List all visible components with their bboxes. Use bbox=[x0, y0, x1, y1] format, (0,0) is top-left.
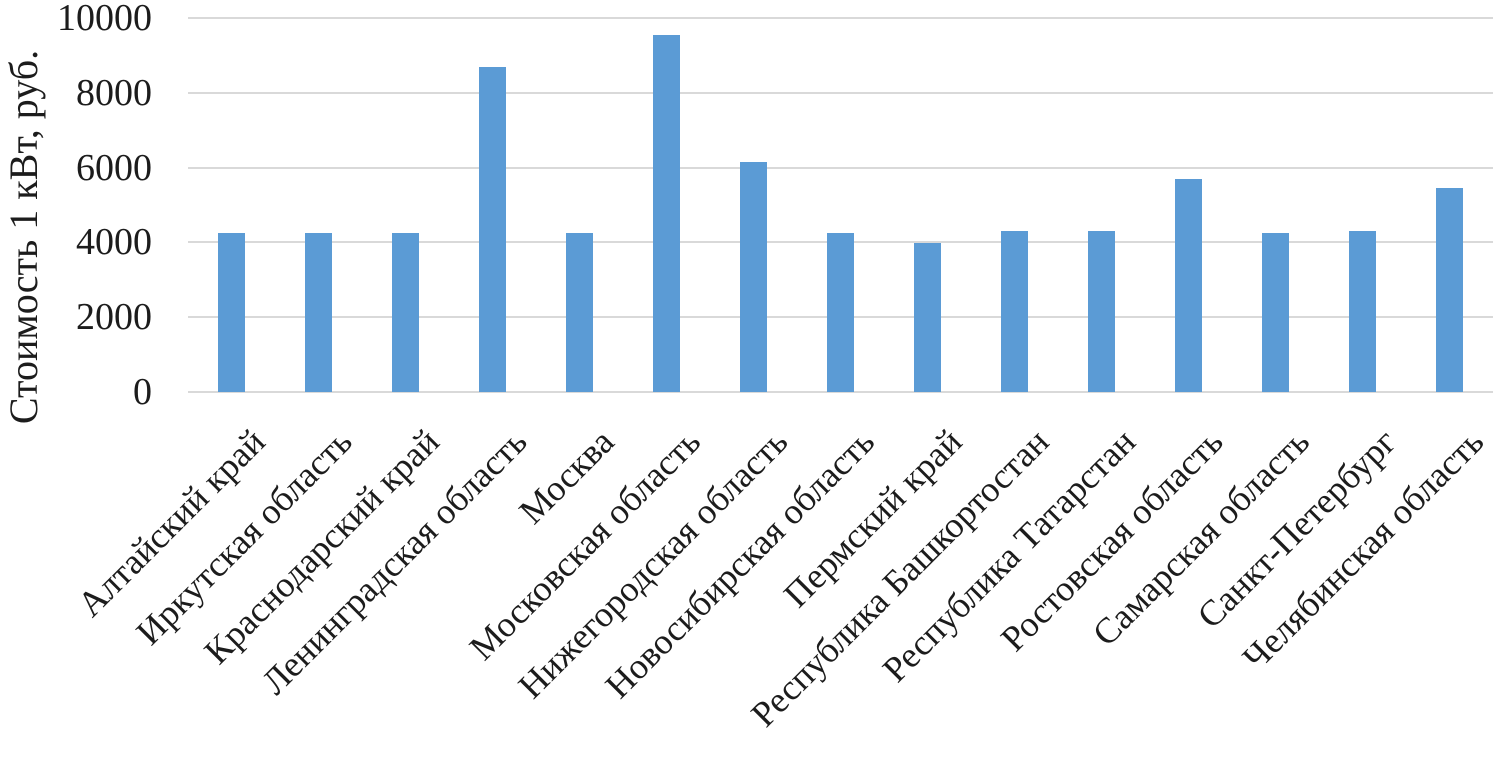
bar-4 bbox=[479, 66, 506, 392]
gridline bbox=[188, 166, 1493, 169]
y-axis-tick-label: 6000 bbox=[76, 146, 152, 189]
bar-12 bbox=[1175, 178, 1202, 392]
y-axis-tick-label: 0 bbox=[133, 371, 152, 413]
bar-6 bbox=[653, 34, 680, 392]
bar-11 bbox=[1088, 231, 1115, 392]
bar-9 bbox=[914, 243, 941, 392]
y-axis-tick-label: 10000 bbox=[57, 0, 152, 39]
gridline bbox=[188, 17, 1493, 19]
bar-5 bbox=[566, 233, 593, 392]
bar-2 bbox=[305, 233, 332, 392]
bar-1 bbox=[218, 233, 245, 392]
bar-13 bbox=[1262, 233, 1289, 392]
bar-3 bbox=[392, 233, 419, 392]
bar-7 bbox=[740, 161, 767, 392]
bar-15 bbox=[1436, 188, 1463, 392]
gridline bbox=[188, 391, 1493, 393]
gridline bbox=[188, 91, 1493, 94]
bar-10 bbox=[1001, 231, 1028, 392]
bar-8 bbox=[827, 233, 854, 392]
y-axis-tick-label: 4000 bbox=[76, 221, 152, 264]
y-axis-tick-label: 8000 bbox=[76, 71, 152, 114]
bar-14 bbox=[1349, 231, 1376, 392]
y-axis-tick-label: 2000 bbox=[76, 296, 152, 339]
